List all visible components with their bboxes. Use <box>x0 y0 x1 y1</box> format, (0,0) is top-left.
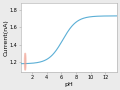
Circle shape <box>24 53 26 70</box>
Y-axis label: Current(nA): Current(nA) <box>3 19 9 56</box>
X-axis label: pH: pH <box>64 82 73 86</box>
